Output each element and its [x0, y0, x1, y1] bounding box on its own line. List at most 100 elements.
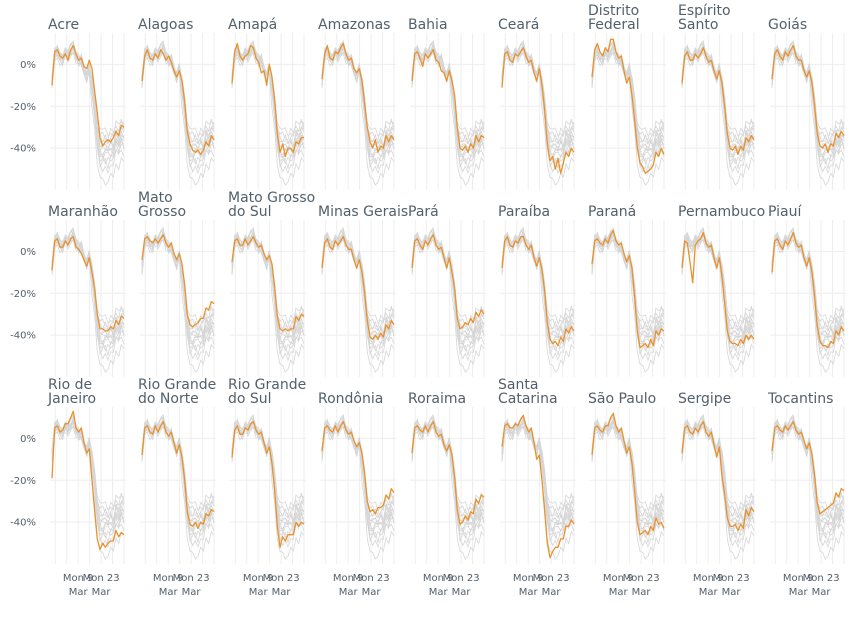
panel-rondônia: Rondônia Mon 9 Mar Mon 23 Mar	[318, 391, 396, 598]
context-line	[411, 227, 485, 324]
y-tick-label: 0%	[20, 434, 36, 445]
series-line	[771, 44, 845, 153]
y-tick-label: 0%	[20, 60, 36, 71]
series-line	[141, 49, 215, 156]
context-line	[591, 227, 665, 324]
x-tick-label: Mar	[69, 587, 89, 598]
series-line	[501, 236, 575, 347]
panel-title: Distrito	[588, 3, 639, 19]
panel-title: Sergipe	[678, 391, 731, 407]
panel-paraná: Paraná	[588, 204, 666, 377]
context-line	[501, 40, 575, 137]
x-tick-label: Mar	[722, 587, 742, 598]
context-line	[321, 414, 395, 511]
series-line	[51, 44, 125, 147]
panel-title: Maranhão	[48, 204, 118, 220]
series-line	[231, 236, 305, 332]
panel-maranhão: Maranhão 0% -20% -40%	[10, 204, 126, 377]
series-line	[321, 42, 395, 153]
series-line	[321, 236, 395, 340]
x-tick-label: Mar	[272, 587, 292, 598]
context-line	[501, 43, 575, 153]
panel-title: Minas Gerais	[318, 204, 408, 220]
panel-title: Paraná	[588, 204, 636, 220]
series-line	[321, 421, 395, 515]
panel-sergipe: Sergipe Mon 9 Mar Mon 23 Mar	[678, 391, 756, 598]
panel-title: Goiás	[768, 17, 807, 33]
context-line	[501, 417, 575, 527]
x-tick-label: Mar	[812, 587, 832, 598]
x-tick-label: Mon 23	[83, 573, 120, 584]
context-line	[411, 40, 485, 137]
series-line	[51, 236, 125, 332]
context-line	[501, 414, 575, 511]
panel-paraíba: Paraíba	[498, 204, 576, 377]
context-line	[321, 227, 395, 324]
x-tick-label: Mar	[632, 587, 652, 598]
panel-title: Santo	[678, 17, 718, 33]
panel-alagoas: Alagoas	[138, 17, 216, 190]
panel-title: Santa	[498, 377, 538, 393]
series-line	[231, 42, 304, 158]
panel-title: Pará	[408, 204, 439, 220]
context-line	[51, 40, 125, 137]
series-line	[591, 38, 665, 174]
context-line	[591, 43, 665, 153]
panel-bahia: Bahia	[408, 17, 486, 190]
panel-são-paulo: São Paulo Mon 9 Mar Mon 23 Mar	[588, 391, 666, 598]
x-tick-label: Mon 23	[443, 573, 480, 584]
x-tick-label: Mon 23	[263, 573, 300, 584]
panel-title: do Sul	[228, 391, 272, 407]
x-tick-label: Mar	[429, 587, 449, 598]
y-tick-label: -40%	[10, 144, 36, 155]
panel-title: Bahia	[408, 17, 448, 33]
x-tick-label: Mon 23	[803, 573, 840, 584]
context-line	[321, 40, 395, 137]
y-tick-label: -20%	[10, 476, 36, 487]
x-tick-label: Mon 23	[173, 573, 210, 584]
context-line	[681, 40, 755, 137]
panel-goiás: Goiás	[768, 17, 846, 190]
context-line	[231, 227, 305, 324]
context-line	[771, 230, 845, 340]
context-line	[411, 43, 485, 153]
x-tick-label: Mar	[182, 587, 202, 598]
series-line	[771, 231, 845, 349]
context-line	[51, 417, 125, 527]
panel-title: Rio de	[48, 377, 92, 393]
y-tick-label: -20%	[10, 102, 36, 113]
series-line	[681, 231, 755, 347]
panel-amapá: Amapá	[228, 17, 306, 190]
panel-title: Ceará	[498, 17, 539, 33]
panel-pará: Pará	[408, 204, 486, 377]
x-tick-label: Mon 9	[783, 573, 814, 584]
context-line	[231, 414, 305, 511]
context-line	[51, 227, 125, 324]
y-tick-label: -20%	[10, 289, 36, 300]
panel-title: Piauí	[768, 204, 802, 220]
panel-title: Acre	[48, 17, 79, 33]
panel-title: do Sul	[228, 204, 272, 220]
context-line	[771, 40, 845, 137]
panel-title: Tocantins	[767, 391, 833, 407]
series-line	[771, 421, 845, 515]
panel-title: Federal	[588, 17, 640, 33]
y-tick-label: 0%	[20, 247, 36, 258]
x-tick-label: Mon 9	[603, 573, 634, 584]
x-tick-label: Mar	[159, 587, 179, 598]
series-line	[681, 421, 755, 532]
series-line	[501, 414, 575, 559]
panel-title: São Paulo	[588, 391, 656, 407]
series-line	[411, 49, 485, 153]
x-tick-label: Mar	[789, 587, 809, 598]
panel-title: Rio Grande	[138, 377, 216, 393]
x-tick-label: Mar	[609, 587, 629, 598]
x-tick-label: Mar	[519, 587, 539, 598]
series-line	[411, 421, 485, 525]
x-tick-label: Mon 9	[63, 573, 94, 584]
